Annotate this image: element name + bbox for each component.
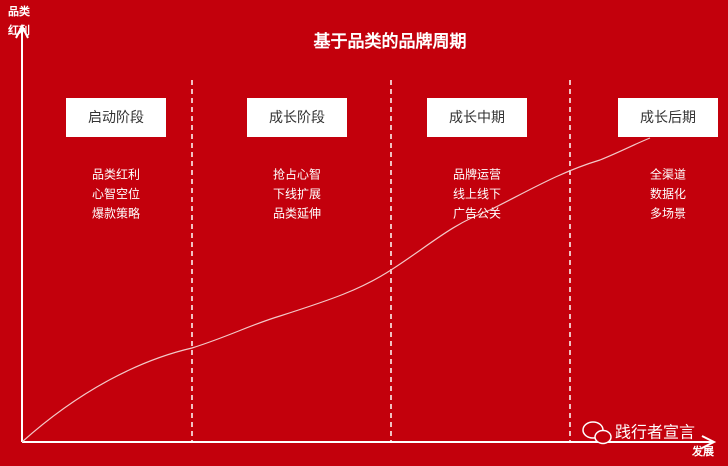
x-arrow xyxy=(701,435,717,449)
title: 基于品类的品牌周期 xyxy=(313,31,467,52)
stage-item: 多场景 xyxy=(650,207,686,221)
stage-label: 成长阶段 xyxy=(269,110,325,126)
stage-item: 抢占心智 xyxy=(273,167,321,182)
growth-curve xyxy=(21,137,651,443)
x-axis-label: 发展 xyxy=(691,444,715,458)
stage-box xyxy=(427,98,527,137)
y-arrow xyxy=(15,23,29,39)
stage-label: 启动阶段 xyxy=(88,110,144,126)
stage-item: 全渠道 xyxy=(650,167,686,182)
stage-box xyxy=(66,98,166,137)
stage-label: 成长中期 xyxy=(449,110,505,126)
stage-item: 数据化 xyxy=(650,186,686,201)
watermark: 践行者宣言 xyxy=(615,423,695,442)
y-axis-label: 品类 xyxy=(8,4,31,18)
stage-item: 品类红利 xyxy=(92,167,140,182)
stage-box xyxy=(247,98,347,137)
stage-item: 品牌运营 xyxy=(453,168,501,182)
stage-item: 线上线下 xyxy=(453,187,501,201)
stage-item: 广告公关 xyxy=(453,207,501,221)
stage-item: 品类延伸 xyxy=(273,207,321,221)
stage-box xyxy=(618,98,718,137)
watermark-icon xyxy=(582,421,612,445)
stage-item: 下线扩展 xyxy=(273,187,321,201)
dividers xyxy=(191,80,571,442)
stage-item: 爆款策略 xyxy=(92,206,140,221)
stage-label: 成长后期 xyxy=(640,110,696,126)
stage-item: 心智空位 xyxy=(92,186,140,201)
